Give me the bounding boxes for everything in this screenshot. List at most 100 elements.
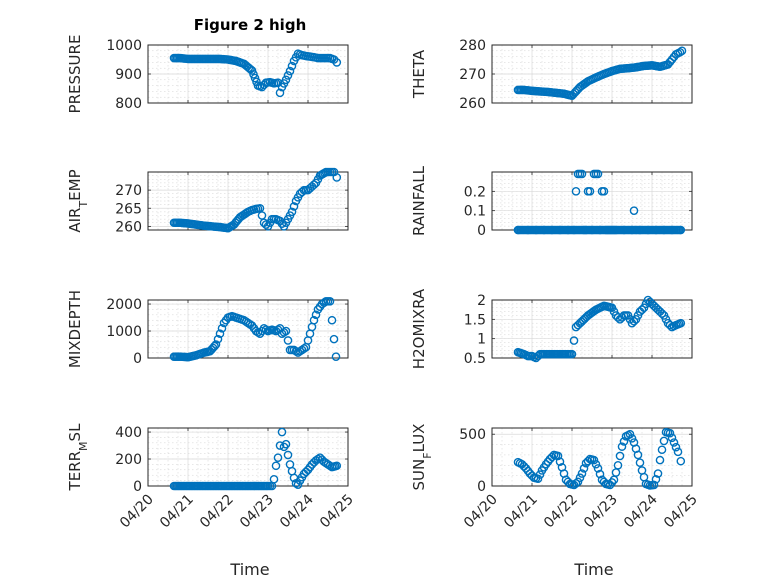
data-point (665, 428, 675, 438)
y-tick-label: 265 (115, 201, 142, 217)
series-markers (513, 46, 687, 101)
data-point (655, 455, 665, 465)
y-tick-label: 800 (115, 96, 142, 112)
data-point (210, 341, 219, 351)
data-point (297, 187, 307, 197)
y-tick-label: 0.1 (464, 204, 486, 220)
y-tick-label: 270 (459, 67, 486, 83)
y-tick-label: 0 (477, 479, 486, 495)
data-point (593, 464, 603, 473)
data-point (571, 479, 581, 488)
y-axis-label: TERRMSL (66, 423, 90, 492)
data-point (285, 66, 295, 76)
data-point (585, 187, 595, 196)
axes-box (491, 299, 693, 359)
data-point (633, 450, 643, 460)
x-tick-label: 04/21 (157, 492, 197, 532)
data-point (247, 66, 257, 75)
x-tick-label: 04/23 (581, 492, 621, 532)
y-axis-label: H2OMIXRA (410, 288, 428, 369)
y-tick-label: 500 (459, 427, 486, 443)
series-markers (513, 427, 686, 490)
data-point (637, 305, 647, 314)
data-point (657, 445, 667, 455)
series-markers (169, 297, 341, 362)
data-point (311, 310, 321, 320)
data-point (281, 326, 291, 336)
data-point (583, 456, 593, 466)
axes-box (491, 427, 693, 487)
data-point (299, 344, 309, 353)
data-point (332, 58, 342, 67)
data-point (547, 452, 557, 462)
data-point (325, 297, 335, 306)
series-markers (169, 167, 342, 233)
data-point (287, 207, 297, 217)
data-point (283, 450, 293, 460)
data-point (253, 328, 263, 337)
data-point (675, 47, 685, 57)
y-tick-label: 200 (115, 452, 142, 468)
data-point (287, 61, 297, 71)
data-point (261, 220, 271, 229)
data-point (261, 325, 271, 334)
data-point (567, 349, 577, 359)
axes-box (147, 299, 349, 359)
x-tick-label: 04/21 (501, 492, 541, 532)
data-point (651, 474, 661, 484)
series-markers (169, 427, 342, 491)
data-point (619, 437, 629, 446)
data-point (627, 434, 637, 443)
data-point (617, 442, 627, 451)
x-tick-label: 04/22 (197, 492, 237, 532)
data-point (555, 457, 565, 466)
data-point (329, 334, 339, 344)
data-point (217, 324, 227, 333)
data-point (553, 451, 563, 461)
y-tick-label: 0 (133, 479, 142, 495)
data-point (677, 46, 687, 56)
data-point (250, 73, 260, 83)
data-point (629, 316, 639, 326)
data-point (332, 173, 342, 182)
series-markers (513, 169, 686, 235)
data-point (589, 455, 599, 465)
data-point (275, 441, 285, 450)
data-point (291, 346, 301, 356)
subplot-mixdepth: 0 1000 2000 MIXDEPTH (66, 290, 349, 368)
y-tick-label: 400 (115, 425, 142, 441)
data-point (593, 169, 603, 179)
data-point (269, 474, 279, 484)
x-tick-label: 04/22 (541, 492, 581, 532)
data-point (673, 447, 683, 457)
y-axis-label: PRESSURE (66, 35, 84, 114)
y-axis-label: AIRTEMP (66, 169, 90, 232)
data-point (279, 328, 289, 337)
data-point (277, 427, 287, 437)
y-tick-label: 2000 (106, 297, 142, 313)
series-markers (513, 295, 686, 363)
y-axis-label: MIXDEPTH (66, 290, 84, 368)
y-tick-label: 280 (459, 38, 486, 54)
data-point (611, 468, 621, 477)
x-axis-label-left: Time (229, 560, 269, 579)
data-point (327, 315, 337, 325)
data-point (215, 329, 225, 339)
data-point (283, 71, 293, 80)
y-axis-label: SUNFLUX (410, 424, 434, 491)
data-point (293, 480, 303, 489)
y-tick-label: 900 (115, 67, 142, 83)
subplot-terr_msl: 04/20 04/21 04/22 04/23 04/24 04/25 0 200 400 TER… (66, 423, 357, 531)
y-tick-label: 270 (115, 183, 142, 199)
data-point (635, 458, 645, 467)
y-tick-label: 260 (115, 219, 142, 235)
data-point (569, 336, 579, 345)
subplot-pressure: 800 900 1000 PRESSURE (66, 35, 349, 114)
x-tick-label: 04/25 (661, 492, 701, 532)
y-tick-label: 1.5 (464, 312, 486, 328)
subplot-rainfall: 0 0.1 0.2 RAINFALL (410, 165, 693, 239)
data-point (535, 470, 545, 479)
subplot-air_temp: 260 265 270 AIRTEMP (66, 167, 349, 235)
data-point (653, 469, 663, 478)
